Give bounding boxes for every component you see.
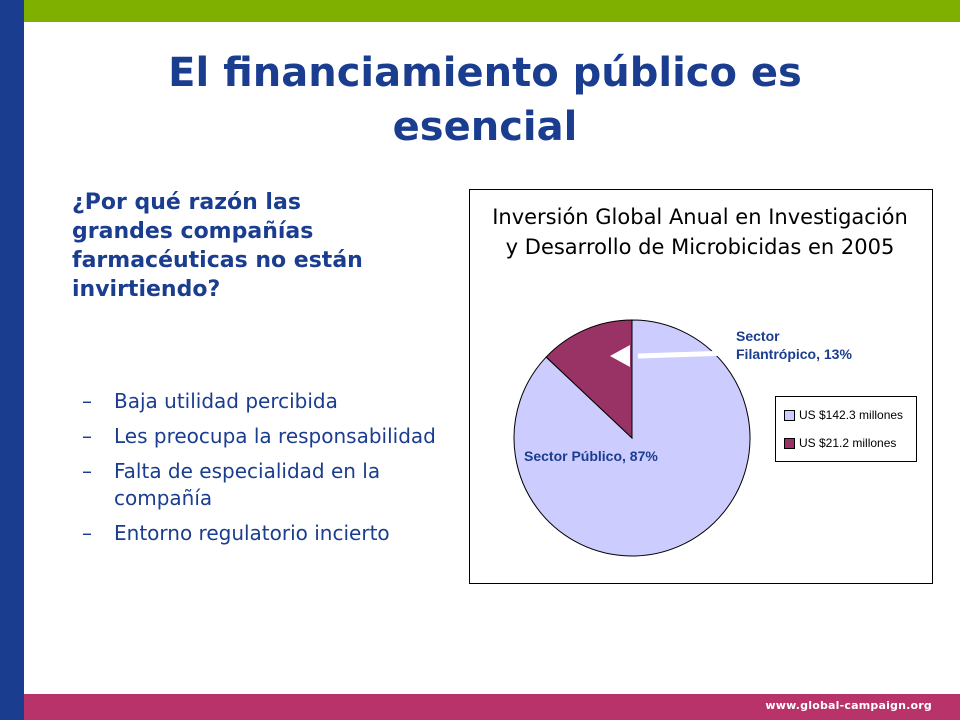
bullet-dash: – <box>82 521 92 545</box>
bullet-item: – Falta de especialidad en la compañía <box>82 458 462 512</box>
question-heading: ¿Por qué razón las grandes compañías far… <box>72 190 363 302</box>
legend-label-philanthropic: US $21.2 millones <box>799 436 897 450</box>
bullet-text: Falta de especialidad en la compañía <box>114 459 381 510</box>
bullet-list: – Baja utilidad percibida – Les preocupa l… <box>82 388 462 555</box>
left-accent-bar <box>0 0 24 720</box>
bullet-dash: – <box>82 389 92 413</box>
bullet-text: Baja utilidad percibida <box>114 389 338 413</box>
legend-swatch-public <box>784 409 795 421</box>
legend-entry-public: US $142.3 millones <box>784 407 903 423</box>
bullet-item: – Les preocupa la responsabilidad <box>82 423 462 450</box>
bullet-dash: – <box>82 424 92 448</box>
legend-entry-philanthropic: US $21.2 millones <box>784 435 896 451</box>
bullet-text: Les preocupa la responsabilidad <box>114 424 436 448</box>
pie-chart-panel: Inversión Global Anual en Investigación … <box>469 189 933 584</box>
bullet-text: Entorno regulatorio incierto <box>114 521 390 545</box>
footer-url[interactable]: www.global-campaign.org <box>765 699 932 712</box>
pie-chart <box>513 319 751 557</box>
slice-label-philanthropic-line2: Filantrópico, 13% <box>736 346 852 362</box>
bullet-dash: – <box>82 459 92 483</box>
legend-label-public: US $142.3 millones <box>799 408 904 422</box>
slice-label-public: Sector Público, 87% <box>524 447 658 465</box>
bullet-item: – Entorno regulatorio incierto <box>82 520 462 547</box>
pie-slice-philanthropic <box>545 319 633 440</box>
bottom-accent-bar <box>24 694 960 720</box>
pie-slice-public <box>513 319 751 557</box>
top-accent-bar <box>0 0 960 22</box>
slice-label-philanthropic-line1: Sector <box>736 328 780 344</box>
slice-label-public-text: Sector Público, 87% <box>524 448 658 464</box>
bullet-item: – Baja utilidad percibida <box>82 388 462 415</box>
legend-swatch-philanthropic <box>784 437 795 449</box>
chart-legend: US $142.3 millones US $21.2 millones <box>775 396 917 462</box>
leader-arrow <box>610 345 731 367</box>
chart-title: Inversión Global Anual en Investigación … <box>492 205 908 259</box>
slide-title: El financiamiento público es esencial <box>168 50 802 150</box>
slice-label-philanthropic: Sector Filantrópico, 13% <box>736 327 852 363</box>
